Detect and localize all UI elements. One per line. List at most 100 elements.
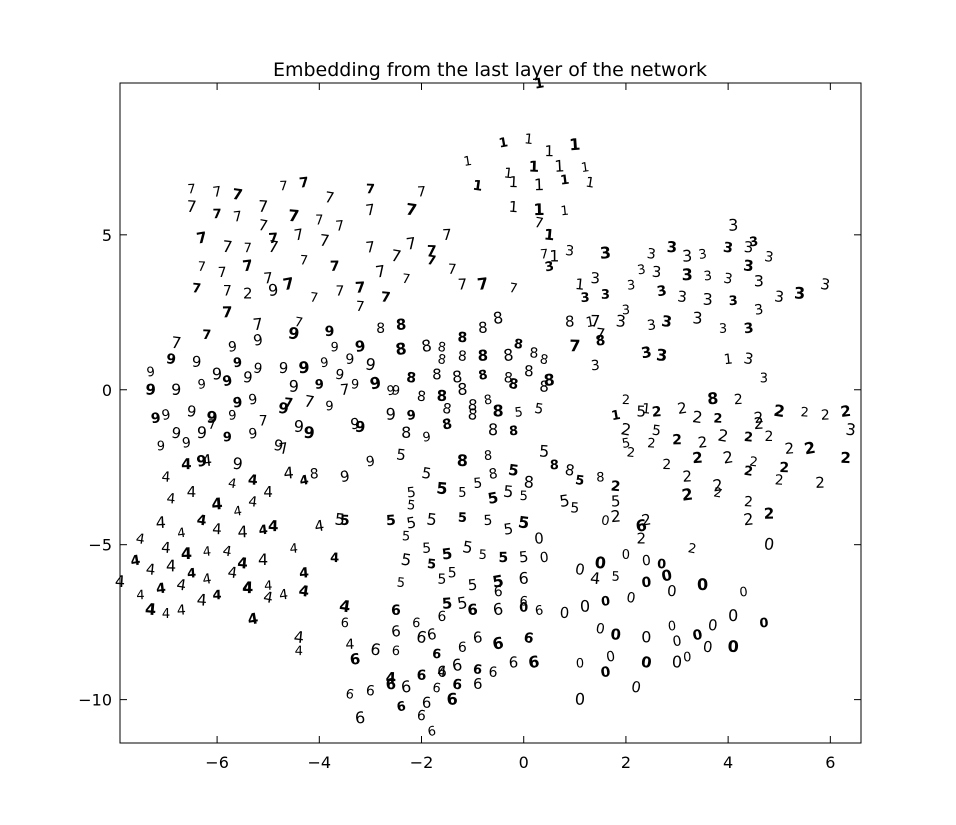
digit-point-2: 2 <box>734 392 744 408</box>
digit-point-0: 0 <box>600 664 612 681</box>
digit-point-4: 4 <box>338 596 352 616</box>
digit-point-2: 2 <box>764 505 775 523</box>
digit-point-9: 9 <box>406 408 417 424</box>
digit-point-4: 4 <box>227 476 238 492</box>
digit-point-2: 2 <box>742 509 754 529</box>
digit-point-4: 4 <box>166 491 177 508</box>
digit-point-5: 5 <box>458 486 466 501</box>
digit-point-7: 7 <box>442 226 452 244</box>
digit-point-5: 5 <box>491 571 505 592</box>
digit-point-9: 9 <box>171 380 181 399</box>
digit-point-9: 9 <box>232 395 243 412</box>
digit-point-8: 8 <box>437 340 447 356</box>
digit-point-7: 7 <box>508 281 519 297</box>
digit-point-6: 6 <box>422 694 432 712</box>
digit-point-0: 0 <box>559 604 569 622</box>
digit-point-2: 2 <box>676 399 688 418</box>
digit-point-8: 8 <box>539 352 550 368</box>
digit-point-5: 5 <box>334 509 346 529</box>
digit-point-5: 5 <box>422 541 431 557</box>
digit-point-9: 9 <box>334 367 346 384</box>
digit-point-2: 2 <box>651 404 662 421</box>
digit-point-2: 2 <box>610 478 621 495</box>
digit-point-6: 6 <box>452 677 463 694</box>
digit-point-8: 8 <box>477 347 488 365</box>
digit-point-6: 6 <box>427 724 438 740</box>
digit-point-3: 3 <box>655 345 668 365</box>
digit-point-9: 9 <box>391 383 401 399</box>
digit-point-4: 4 <box>211 494 223 514</box>
digit-point-7: 7 <box>339 380 350 399</box>
digit-point-9: 9 <box>146 365 156 381</box>
digit-point-5: 5 <box>558 491 571 511</box>
digit-point-8: 8 <box>457 348 467 365</box>
digit-point-4: 4 <box>201 571 212 588</box>
digit-point-5: 5 <box>538 441 549 461</box>
digit-point-8: 8 <box>502 345 514 365</box>
digit-point-8: 8 <box>477 368 489 384</box>
digit-point-9: 9 <box>150 410 162 427</box>
digit-point-7: 7 <box>447 262 457 278</box>
digit-point-9: 9 <box>195 451 208 471</box>
digit-point-1: 1 <box>560 204 570 220</box>
digit-point-0: 0 <box>672 633 683 650</box>
digit-point-3: 3 <box>702 290 713 309</box>
x-tick-label: 4 <box>723 753 733 772</box>
digit-point-5: 5 <box>517 512 531 532</box>
digit-point-8: 8 <box>543 370 555 390</box>
digit-point-5: 5 <box>402 529 411 544</box>
digit-point-0: 0 <box>660 566 673 586</box>
digit-point-3: 3 <box>722 240 734 257</box>
digit-point-6: 6 <box>416 708 427 725</box>
digit-point-2: 2 <box>753 408 765 427</box>
digit-point-5: 5 <box>441 544 454 563</box>
digit-point-7: 7 <box>259 414 268 430</box>
digit-point-6: 6 <box>473 675 483 693</box>
digit-point-2: 2 <box>691 407 703 427</box>
digit-point-0: 0 <box>594 621 606 638</box>
digit-point-5: 5 <box>396 575 406 591</box>
digit-point-8: 8 <box>394 339 407 359</box>
digit-point-7: 7 <box>427 243 437 259</box>
y-tick-label: 5 <box>102 226 112 245</box>
digit-point-4: 4 <box>295 644 304 659</box>
digit-point-9: 9 <box>157 440 165 455</box>
digit-point-4: 4 <box>187 566 197 582</box>
digit-point-8: 8 <box>457 451 469 470</box>
digit-point-6: 6 <box>426 625 438 644</box>
digit-point-5: 5 <box>405 513 417 532</box>
digit-point-4: 4 <box>212 520 222 538</box>
digit-point-3: 3 <box>646 246 657 263</box>
digit-point-7: 7 <box>389 246 402 266</box>
digit-point-3: 3 <box>698 247 708 263</box>
digit-point-3: 3 <box>719 322 728 337</box>
digit-point-9: 9 <box>267 280 279 300</box>
digit-point-6: 6 <box>365 683 375 700</box>
digit-point-3: 3 <box>615 311 626 331</box>
digit-point-1: 1 <box>534 175 545 194</box>
digit-point-4: 4 <box>202 544 212 560</box>
digit-point-8: 8 <box>595 333 607 350</box>
digit-point-1: 1 <box>585 314 596 331</box>
digit-point-7: 7 <box>303 391 316 411</box>
digit-point-8: 8 <box>539 377 549 395</box>
digit-point-1: 1 <box>472 178 484 195</box>
digit-point-0: 0 <box>600 594 611 610</box>
digit-point-6: 6 <box>472 662 483 678</box>
digit-point-5: 5 <box>436 478 449 498</box>
digit-point-6: 6 <box>467 600 479 619</box>
digit-point-3: 3 <box>728 215 739 234</box>
y-tick-label: 0 <box>102 381 112 400</box>
digit-point-0: 0 <box>691 627 704 644</box>
digit-point-3: 3 <box>682 246 693 266</box>
digit-point-4: 4 <box>589 568 601 588</box>
digit-point-9: 9 <box>354 337 367 356</box>
digit-point-8: 8 <box>376 321 385 337</box>
digit-point-2: 2 <box>692 449 704 468</box>
digit-point-6: 6 <box>400 677 412 697</box>
digit-point-0: 0 <box>605 649 616 666</box>
digit-point-7: 7 <box>212 184 223 201</box>
digit-point-5: 5 <box>519 489 528 504</box>
digit-point-2: 2 <box>682 467 692 485</box>
digit-point-7: 7 <box>243 241 252 256</box>
